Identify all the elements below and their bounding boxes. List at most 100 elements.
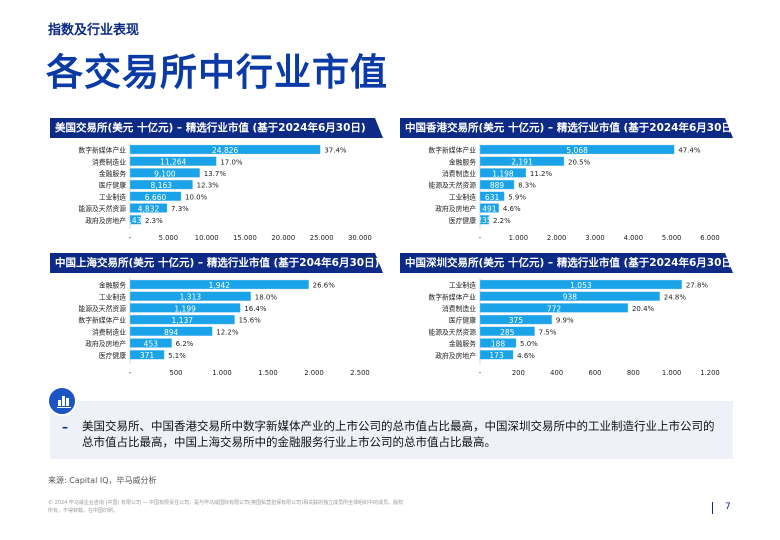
bar-value-label: 2,191 xyxy=(511,158,533,167)
category-label: 工业制造 xyxy=(449,192,476,201)
x-tick-label: 2,500 xyxy=(350,369,369,375)
callout-bullet: – xyxy=(62,420,68,434)
category-label: 医疗健康 xyxy=(449,316,476,325)
bar xyxy=(479,303,629,313)
x-tick-label: 6,000 xyxy=(700,234,719,240)
bar-percent-label: 37.4% xyxy=(324,147,347,155)
category-label: 工业制造 xyxy=(449,281,476,290)
x-tick-label: - xyxy=(129,369,132,375)
bar-value-label: 5,068 xyxy=(566,146,588,155)
bar-percent-label: 5.1% xyxy=(168,352,186,360)
bar-percent-label: 12.3% xyxy=(197,182,220,190)
category-label: 金融服务 xyxy=(449,157,476,166)
bar-value-label: 24,826 xyxy=(212,146,238,155)
bar-percent-label: 12.2% xyxy=(216,328,239,336)
bar xyxy=(479,179,515,190)
bar-value-label: 894 xyxy=(164,328,179,337)
bar xyxy=(129,303,241,313)
chart-panel-us: 美国交易所(美元 十亿元) – 精选行业市值 (基于2024年6月30日) 数字… xyxy=(50,118,383,240)
x-tick-label: 30,000 xyxy=(348,234,372,240)
chart-panel-sh: 中国上海交易所(美元 十亿元) – 精选行业市值 (基于204年6月30日) 金… xyxy=(50,253,383,375)
page-title: 各交易所中行业市值 xyxy=(46,51,388,94)
x-tick-label: 800 xyxy=(627,369,640,375)
bar-percent-label: 13.7% xyxy=(204,170,227,178)
page-number: 7 xyxy=(725,502,731,512)
category-label: 能源及天然资源 xyxy=(428,181,476,190)
category-label: 政府及房地产 xyxy=(435,204,476,213)
source-note: 来源: Capital IQ，毕马威分析 xyxy=(48,476,157,485)
page-number-divider xyxy=(712,502,713,514)
bar-value-label: 772 xyxy=(547,304,562,313)
x-tick-label: - xyxy=(479,369,482,375)
bar-value-label: 285 xyxy=(500,328,515,337)
bar xyxy=(479,168,527,178)
bar-value-label: 371 xyxy=(140,351,155,360)
bar-value-label: 1,942 xyxy=(209,281,231,290)
bar-value-label: 188 xyxy=(491,340,506,349)
category-label: 消费制造业 xyxy=(92,157,126,166)
x-tick-label: 5,000 xyxy=(159,234,178,240)
bar-percent-label: 47.4% xyxy=(678,147,701,155)
x-tick-label: 200 xyxy=(512,369,525,375)
bar-percent-label: 7.3% xyxy=(171,205,189,213)
x-tick-label: 1,200 xyxy=(700,369,719,375)
callout-text: 美国交易所、中国香港交易所中数字新媒体产业的上市公司的总市值占比最高，中国深圳交… xyxy=(82,419,715,449)
category-label: 医疗健康 xyxy=(99,351,126,360)
x-tick-label: 4,000 xyxy=(624,234,643,240)
category-label: 医疗健康 xyxy=(99,181,126,190)
bar xyxy=(129,179,193,190)
x-tick-label: 500 xyxy=(170,369,183,375)
bar-percent-label: 5.9% xyxy=(508,193,526,201)
bar-value-label: 235 xyxy=(477,216,492,225)
x-tick-label: 2,000 xyxy=(547,234,566,240)
chart-panel-hk: 中国香港交易所(美元 十亿元) – 精选行业市值 (基于2024年6月30日) … xyxy=(400,118,733,240)
x-tick-label: - xyxy=(129,234,132,240)
bar-percent-label: 6.2% xyxy=(176,340,194,348)
bar-value-label: 4,832 xyxy=(138,205,160,214)
chart-title: 美国交易所(美元 十亿元) – 精选行业市值 (基于2024年6月30日) xyxy=(50,118,383,138)
chart-title: 中国上海交易所(美元 十亿元) – 精选行业市值 (基于204年6月30日) xyxy=(50,253,383,273)
bar-chart-icon xyxy=(47,386,77,416)
category-label: 政府及房地产 xyxy=(85,339,126,348)
category-label: 工业制造 xyxy=(99,192,126,201)
bar xyxy=(479,291,660,301)
chart-title: 中国香港交易所(美元 十亿元) – 精选行业市值 (基于2024年6月30日) xyxy=(400,118,733,138)
x-tick-label: 25,000 xyxy=(310,234,334,240)
bar-value-label: 1,053 xyxy=(570,281,592,290)
bar xyxy=(129,314,235,325)
x-tick-label: 400 xyxy=(550,369,563,375)
bar-value-label: 453 xyxy=(144,340,159,349)
bar-value-label: 938 xyxy=(563,293,578,302)
x-tick-label: 1,000 xyxy=(509,234,528,240)
bar xyxy=(129,144,321,155)
bar xyxy=(479,144,675,155)
x-tick-label: 2,000 xyxy=(304,369,323,375)
category-label: 政府及房地产 xyxy=(85,216,126,225)
bar-value-label: 9,100 xyxy=(154,169,176,178)
bar-percent-label: 7.5% xyxy=(539,328,557,336)
bar-percent-label: 20.5% xyxy=(568,158,591,166)
bar xyxy=(129,279,309,290)
bar-percent-label: 8.3% xyxy=(518,182,536,190)
bar-value-label: 375 xyxy=(509,316,524,325)
x-tick-label: 1,000 xyxy=(662,369,681,375)
category-label: 数字新媒体产业 xyxy=(428,146,476,155)
category-label: 数字新媒体产业 xyxy=(78,146,126,155)
bar-percent-label: 15.6% xyxy=(239,317,262,325)
bar-value-label: 1,199 xyxy=(174,304,196,313)
bar-value-label: 6,660 xyxy=(145,193,167,202)
bar-percent-label: 9.9% xyxy=(556,317,574,325)
bar xyxy=(129,214,142,225)
bar-percent-label: 5.0% xyxy=(520,340,538,348)
x-tick-label: - xyxy=(479,234,482,240)
bar xyxy=(129,156,217,166)
bar-value-label: 11,264 xyxy=(160,158,186,167)
bar-value-label: 631 xyxy=(485,193,500,202)
x-tick-label: 600 xyxy=(589,369,602,375)
bar-value-label: 173 xyxy=(489,351,504,360)
category-label: 医疗健康 xyxy=(449,216,476,225)
bar-percent-label: 2.2% xyxy=(493,217,511,225)
bar xyxy=(479,326,535,336)
bar xyxy=(129,168,200,178)
bar-value-label: 1,137 xyxy=(172,316,194,325)
